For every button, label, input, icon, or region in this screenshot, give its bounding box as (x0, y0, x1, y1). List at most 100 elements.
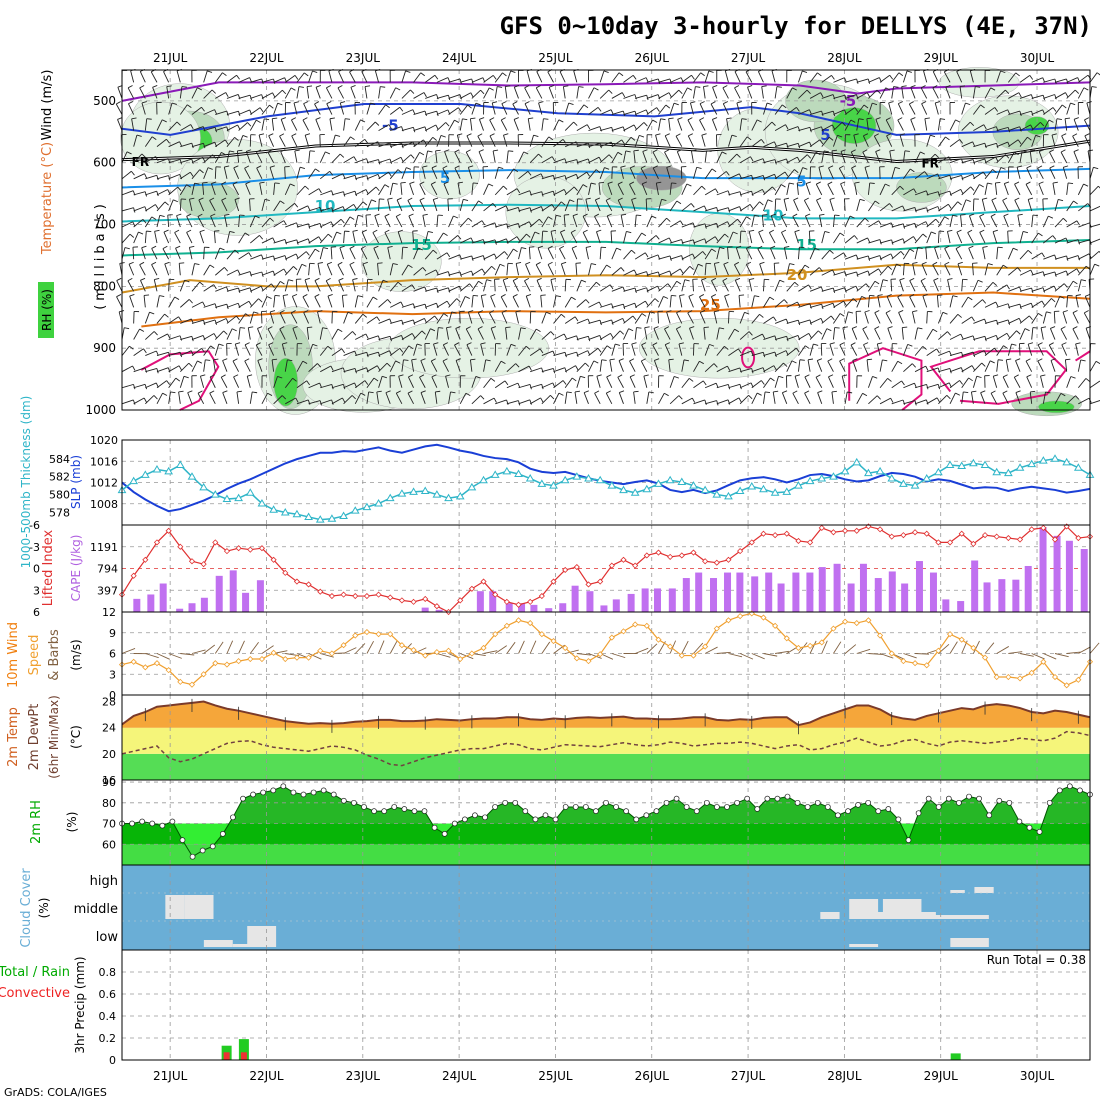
lifted-index-point (550, 578, 557, 585)
wind-barb (620, 165, 626, 168)
wind-barb (362, 201, 368, 206)
wind-barb (1031, 111, 1034, 117)
lifted-index-point (655, 549, 662, 556)
wind-speed-point (492, 631, 499, 638)
wind-barb (994, 182, 998, 195)
wind-barb (390, 142, 402, 148)
wind-barb (990, 393, 998, 405)
wind-barb (353, 204, 357, 209)
wind-barb (588, 347, 599, 356)
wind-barb (471, 295, 474, 308)
wind-barb (481, 220, 486, 226)
wind-barb (156, 191, 159, 197)
wind-barb-10m (739, 653, 754, 660)
rh-point (784, 793, 791, 800)
wind-barb (401, 143, 404, 149)
wind-barb (457, 182, 461, 195)
wind-barb (651, 215, 657, 219)
wind-barb (529, 311, 532, 324)
wind-barb (1054, 199, 1059, 212)
wind-barb (422, 213, 428, 216)
wind-barb (980, 104, 985, 109)
wind-barb (914, 221, 926, 228)
wind-barb (294, 75, 299, 80)
wind-barb (436, 94, 449, 99)
freezing-level-label: FR (132, 155, 149, 169)
wind-barb (168, 351, 181, 357)
wind-speed-point (818, 639, 825, 646)
wind-barb (1053, 311, 1056, 324)
wind-barb (726, 118, 729, 131)
wind-barb (377, 335, 381, 341)
wind-barb (194, 182, 200, 185)
wind-barb (354, 191, 357, 197)
wind-barb (480, 395, 485, 400)
rh-point (945, 795, 952, 802)
wind-barb (180, 158, 192, 164)
wind-barb (1080, 359, 1086, 362)
wind-barb (247, 122, 252, 127)
wind-barb (448, 94, 461, 99)
wind-barb (582, 229, 588, 233)
wind-barb (480, 89, 485, 95)
wind-barb (774, 318, 787, 324)
wind-barb (961, 141, 973, 148)
date-tick-bottom: 25JUL (538, 1069, 573, 1083)
wind-barb (576, 335, 589, 340)
wind-barb (693, 264, 699, 276)
wind-barb (856, 270, 869, 276)
wind-barb (912, 262, 918, 264)
wind-barb (806, 89, 811, 94)
wind-barb (132, 247, 135, 260)
thickness-point (502, 466, 512, 475)
temp-band-green (122, 753, 1090, 780)
wind-barb (389, 347, 401, 356)
wind-barb (455, 360, 461, 372)
rh-point (139, 818, 146, 825)
wind-barb (284, 166, 286, 179)
wind-barb (1089, 251, 1100, 260)
wind-barb (188, 199, 193, 212)
wind-barb (203, 154, 213, 164)
wind-barb (163, 229, 169, 233)
wind-barb (992, 169, 997, 173)
wind-barb (677, 119, 683, 131)
wind-barb (140, 280, 146, 292)
wind-barb (424, 126, 427, 132)
wind-barb (290, 87, 296, 91)
wind-speed-point (923, 662, 930, 669)
wind-barb (503, 185, 508, 190)
wind-barb (608, 89, 613, 94)
wind-barb (914, 365, 926, 373)
lifted-index-point (247, 546, 254, 553)
wind-barb (250, 254, 262, 260)
wind-barb (937, 118, 941, 131)
wind-barb (176, 121, 181, 126)
isotherm-label: -5 (382, 117, 399, 135)
rh-point (310, 789, 317, 796)
wind-barb (188, 362, 193, 368)
wind-barb (854, 181, 860, 184)
wind-barb (256, 149, 262, 153)
wind-barb (156, 201, 166, 212)
wind-barb (173, 199, 179, 203)
wind-barb (710, 101, 716, 105)
wind-barb (389, 169, 399, 180)
wind-barb (213, 284, 217, 290)
wind-barb (362, 261, 368, 265)
wind-barb (419, 183, 426, 196)
wind-barb (561, 201, 566, 206)
wind-barb (1063, 165, 1069, 168)
wind-barb-10m (728, 653, 743, 658)
wind-barb (327, 233, 333, 238)
wind-barb (451, 311, 457, 314)
wind-barb (734, 261, 740, 266)
pressure-tick-label: 500 (93, 94, 116, 108)
cape-bar (505, 603, 513, 612)
wind-barb (1030, 149, 1036, 152)
wind-speed-point (597, 651, 604, 658)
wind-barb (695, 86, 701, 88)
wind-barb (965, 102, 971, 106)
wind-barb (714, 262, 720, 264)
wind-barb (506, 400, 519, 405)
